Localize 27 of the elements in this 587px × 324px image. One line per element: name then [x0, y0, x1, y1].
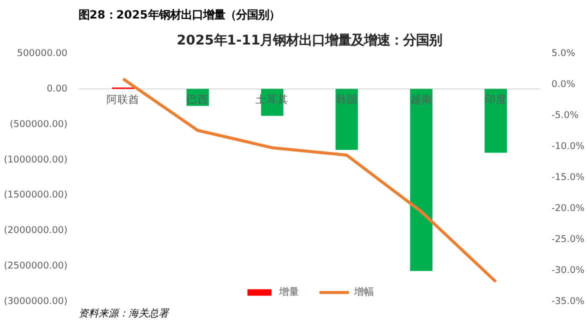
y-tick-label: (1000000.00) [4, 154, 68, 166]
caption: 图28：2025年钢材出口增量（分国别） [78, 8, 280, 22]
legend-label: 增幅 [354, 286, 374, 299]
y2-tick-label: -15.0% [552, 172, 585, 183]
x-tick-label: 巴西 [186, 92, 209, 106]
y-tick-label: (2000000.00) [4, 225, 68, 236]
y-tick-label: (500000.00) [10, 118, 68, 130]
y2-tick-label: -35.0% [552, 296, 585, 307]
y2-tick-label: 0.0% [552, 79, 576, 90]
x-tick-label: 印度 [484, 92, 507, 106]
legend-label: 增量 [279, 286, 299, 299]
y2-tick-label: 5.0% [552, 48, 576, 59]
x-tick-label: 越南 [410, 92, 432, 106]
y-tick-label: (2500000.00) [4, 260, 68, 272]
y-tick-label: (1500000.00) [4, 190, 68, 201]
y2-tick-label: -25.0% [552, 234, 585, 245]
y-tick-label: (3000000.00) [4, 296, 68, 307]
y2-tick-label: -20.0% [552, 203, 585, 214]
y-tick-label: 0.00 [46, 83, 68, 94]
y2-tick-label: -10.0% [552, 141, 585, 152]
text: 资料来源：海关总署 [78, 308, 170, 320]
x-tick-label: 韩国 [336, 92, 358, 106]
chart-title: 2025年1-11月钢材出口增量及增速：分国别 [176, 34, 442, 48]
y2-tick-label: -30.0% [552, 265, 585, 276]
y-tick-label: 500000.00 [17, 48, 68, 59]
y2-tick-label: -5.0% [552, 110, 579, 121]
x-tick-label: 阿联酋 [106, 92, 140, 106]
